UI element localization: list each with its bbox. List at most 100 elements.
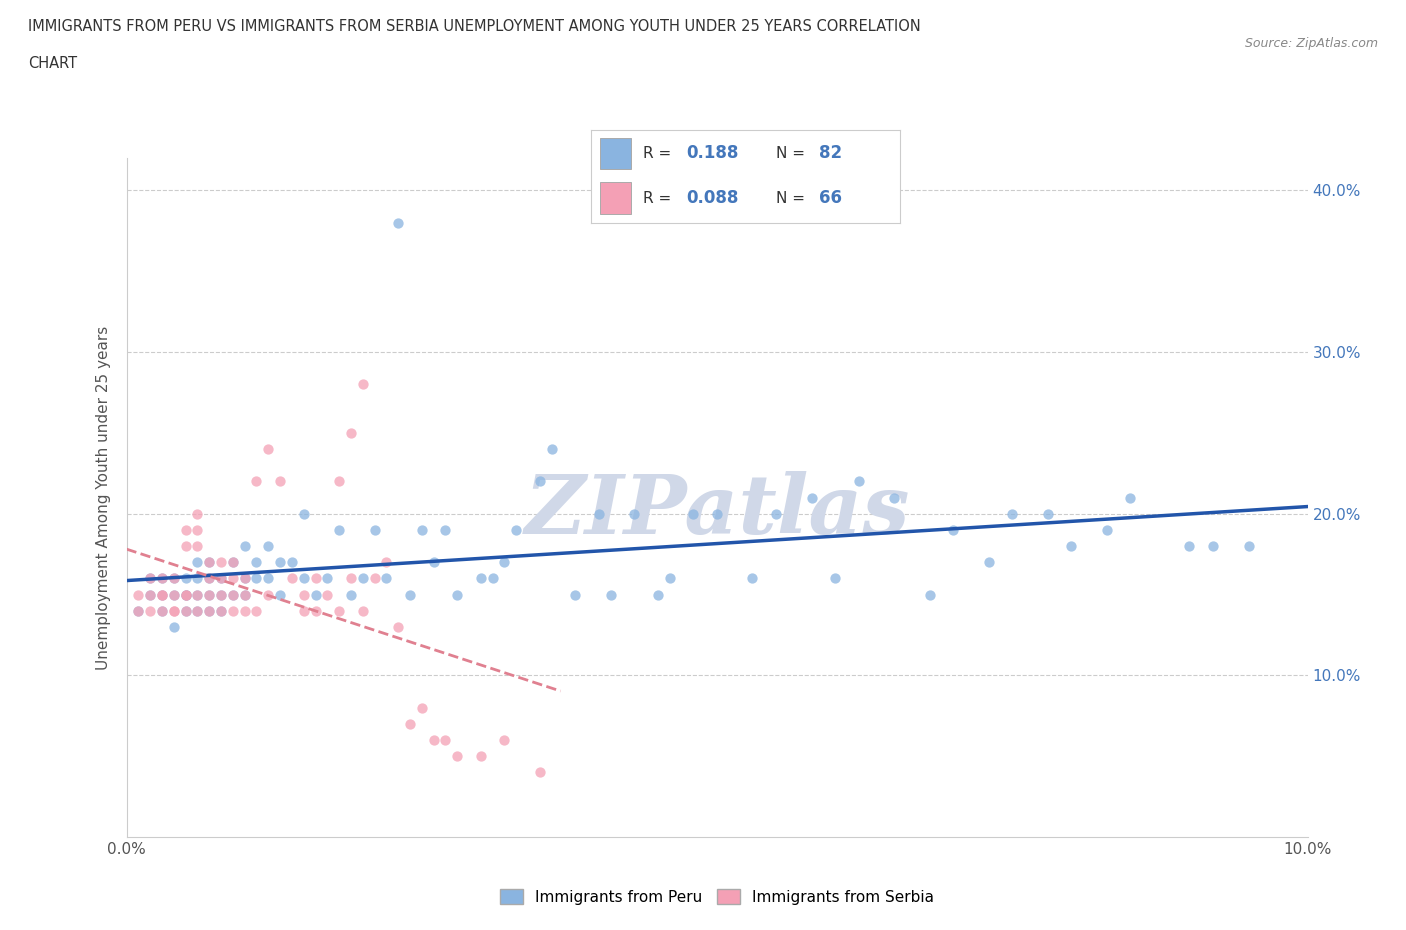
Text: 0.188: 0.188 xyxy=(686,144,738,163)
Point xyxy=(269,474,291,489)
Point xyxy=(127,604,149,618)
Point xyxy=(269,555,291,570)
Point xyxy=(446,587,468,602)
Point xyxy=(470,749,492,764)
Point xyxy=(741,571,763,586)
Point xyxy=(918,587,941,602)
Point xyxy=(139,587,162,602)
Point xyxy=(222,604,245,618)
Point xyxy=(281,571,304,586)
Point xyxy=(163,571,186,586)
Point xyxy=(209,604,232,618)
Point xyxy=(800,490,823,505)
Point xyxy=(245,604,267,618)
Point xyxy=(647,587,669,602)
Point xyxy=(942,523,965,538)
Point xyxy=(434,733,457,748)
Point xyxy=(434,523,457,538)
Point xyxy=(163,619,186,634)
Point xyxy=(375,555,398,570)
Point xyxy=(304,587,326,602)
Point xyxy=(257,571,280,586)
Point xyxy=(387,619,409,634)
Point xyxy=(198,571,221,586)
Point xyxy=(481,571,503,586)
Point xyxy=(222,587,245,602)
Point xyxy=(150,571,173,586)
Point xyxy=(292,587,315,602)
Point xyxy=(257,442,280,457)
Point xyxy=(505,523,527,538)
Point xyxy=(198,604,221,618)
Point xyxy=(316,571,339,586)
Y-axis label: Unemployment Among Youth under 25 years: Unemployment Among Youth under 25 years xyxy=(96,326,111,670)
Point xyxy=(352,571,374,586)
Point xyxy=(422,555,444,570)
Point xyxy=(245,571,267,586)
Point xyxy=(599,587,621,602)
Point xyxy=(422,733,444,748)
Point xyxy=(682,506,704,521)
Point xyxy=(186,538,208,553)
Point xyxy=(209,555,232,570)
Point xyxy=(198,571,221,586)
Point xyxy=(150,571,173,586)
Point xyxy=(623,506,645,521)
Point xyxy=(292,506,315,521)
Point xyxy=(257,538,280,553)
Point xyxy=(328,604,350,618)
Point xyxy=(765,506,787,521)
Point xyxy=(316,587,339,602)
Point xyxy=(529,474,551,489)
Point xyxy=(222,555,245,570)
Point xyxy=(174,604,197,618)
Point xyxy=(529,764,551,779)
Point xyxy=(824,571,846,586)
Point xyxy=(174,571,197,586)
Point xyxy=(198,587,221,602)
Point xyxy=(222,587,245,602)
Point xyxy=(186,555,208,570)
Point xyxy=(363,571,385,586)
Point xyxy=(163,587,186,602)
Point xyxy=(328,474,350,489)
Point xyxy=(494,555,516,570)
Point xyxy=(1060,538,1083,553)
Point xyxy=(163,587,186,602)
Text: 66: 66 xyxy=(820,189,842,207)
Point xyxy=(209,587,232,602)
Point xyxy=(304,571,326,586)
Point xyxy=(411,700,433,715)
Point xyxy=(150,587,173,602)
Point xyxy=(1001,506,1024,521)
Point xyxy=(127,604,149,618)
Point xyxy=(150,587,173,602)
Point xyxy=(375,571,398,586)
Point xyxy=(174,604,197,618)
Point xyxy=(186,587,208,602)
Point xyxy=(446,749,468,764)
Legend: Immigrants from Peru, Immigrants from Serbia: Immigrants from Peru, Immigrants from Se… xyxy=(494,883,941,910)
Point xyxy=(186,506,208,521)
Point xyxy=(269,587,291,602)
Point xyxy=(292,604,315,618)
Point xyxy=(139,571,162,586)
Text: R =: R = xyxy=(643,191,676,206)
Point xyxy=(1237,538,1260,553)
Point xyxy=(222,555,245,570)
Point xyxy=(340,425,363,440)
Text: IMMIGRANTS FROM PERU VS IMMIGRANTS FROM SERBIA UNEMPLOYMENT AMONG YOUTH UNDER 25: IMMIGRANTS FROM PERU VS IMMIGRANTS FROM … xyxy=(28,19,921,33)
Point xyxy=(174,587,197,602)
Point xyxy=(292,571,315,586)
Text: R =: R = xyxy=(643,146,676,161)
Point xyxy=(352,377,374,392)
Point xyxy=(470,571,492,586)
Point xyxy=(198,604,221,618)
Point xyxy=(411,523,433,538)
FancyBboxPatch shape xyxy=(600,182,631,214)
Point xyxy=(233,538,256,553)
Point xyxy=(1202,538,1225,553)
Text: ZIPatlas: ZIPatlas xyxy=(524,472,910,551)
Point xyxy=(174,587,197,602)
Point xyxy=(1178,538,1201,553)
